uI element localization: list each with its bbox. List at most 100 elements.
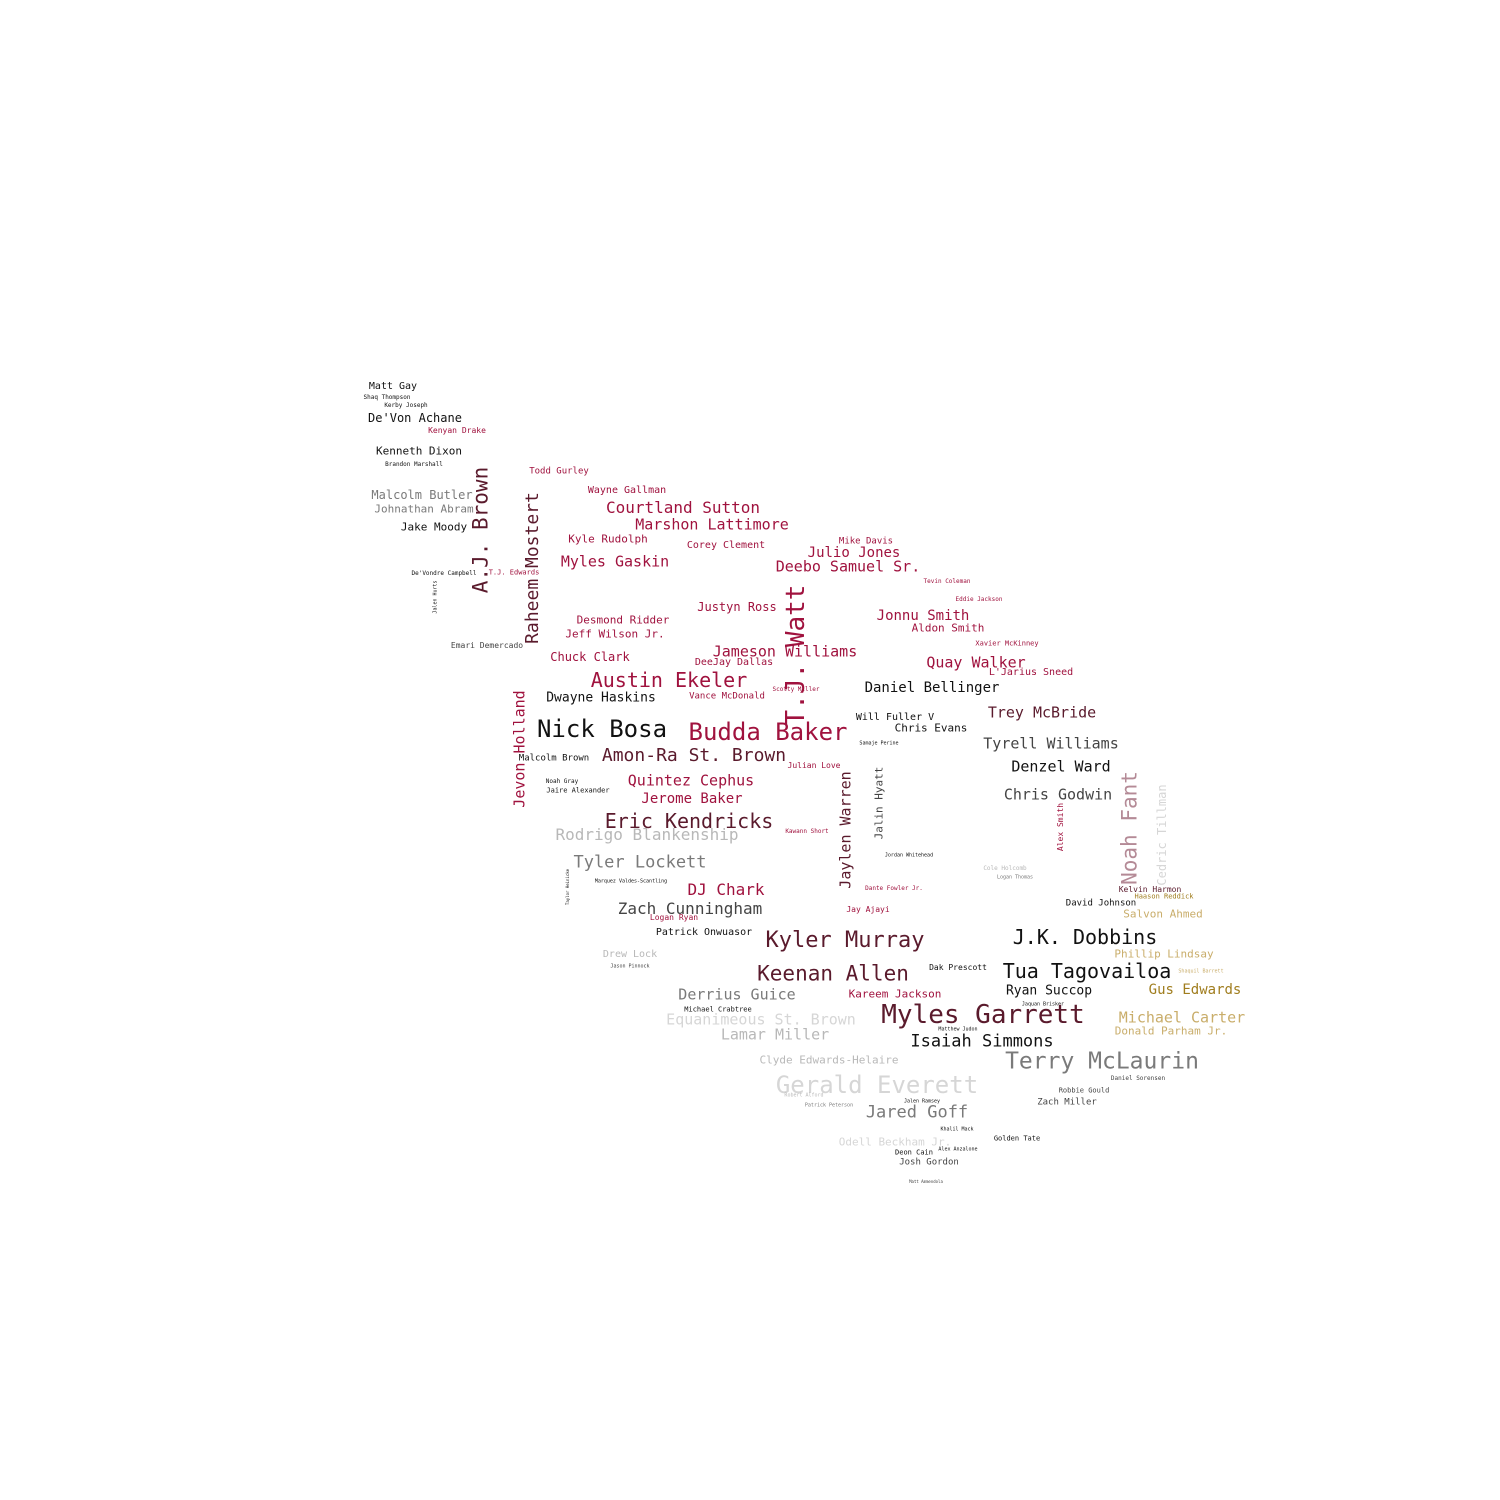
word-cloud-word: Malcolm Butler bbox=[371, 488, 473, 502]
word-cloud-word: Vance McDonald bbox=[689, 691, 765, 702]
word-cloud-word: Jake Moody bbox=[400, 520, 468, 534]
word-cloud-word: Logan Ryan bbox=[649, 913, 699, 922]
word-cloud-word: Chris Evans bbox=[894, 721, 968, 735]
word-cloud-word: De'Vondre Campbell bbox=[411, 570, 477, 577]
word-cloud-word: Eric Kendricks bbox=[604, 809, 774, 833]
word-cloud-word: Matt Ammendola bbox=[909, 1179, 943, 1184]
word-cloud-word: Isaiah Simmons bbox=[910, 1031, 1054, 1052]
word-cloud-word: Deon Cain bbox=[895, 1148, 933, 1157]
word-cloud-word: Matt Gay bbox=[368, 381, 418, 392]
word-cloud-word: Julio Jones bbox=[807, 545, 901, 561]
word-cloud-word: Samaje Perine bbox=[859, 740, 899, 747]
word-cloud-word: Tyler Lockett bbox=[573, 852, 707, 873]
word-cloud-word: Keenan Allen bbox=[757, 961, 909, 986]
word-cloud-word: Jaylen Warren bbox=[836, 771, 855, 889]
word-cloud-word: Emari Demercado bbox=[450, 641, 524, 650]
word-cloud-word: Taylor Heinicke bbox=[565, 868, 570, 906]
word-cloud-word: Eddie Jackson bbox=[955, 596, 1003, 603]
word-cloud-word: Chuck Clark bbox=[550, 650, 630, 664]
word-cloud-word: Malcolm Brown bbox=[518, 753, 590, 764]
word-cloud-word: Will Fuller V bbox=[855, 712, 935, 723]
word-cloud-word: Daniel Sorensen bbox=[1110, 1075, 1166, 1082]
word-cloud-word: Golden Tate bbox=[993, 1134, 1041, 1143]
word-cloud-word: Shaq Thompson bbox=[363, 394, 411, 401]
word-cloud-word: Gerald Everett bbox=[775, 1071, 979, 1099]
word-cloud-word: Jared Goff bbox=[865, 1102, 969, 1123]
word-cloud-word: Jerome Baker bbox=[641, 791, 743, 807]
word-cloud-word: Jaire Alexander bbox=[546, 786, 610, 795]
word-cloud-word: Equanimeous St. Brown bbox=[666, 1010, 856, 1029]
word-cloud-word: Lamar Miller bbox=[720, 1025, 830, 1044]
word-cloud-word: Alex Smith bbox=[1056, 802, 1065, 852]
word-cloud-word: J.K. Dobbins bbox=[1012, 925, 1158, 949]
word-cloud-word: Deebo Samuel Sr. bbox=[775, 557, 921, 576]
word-cloud-word: Dante Fowler Jr. bbox=[865, 885, 923, 892]
word-cloud-word: Patrick Peterson bbox=[804, 1102, 854, 1109]
word-cloud-word: DJ Chark bbox=[687, 880, 765, 899]
word-cloud-word: T.J. Edwards bbox=[488, 568, 540, 577]
word-cloud-word: Salvon Ahmed bbox=[1123, 907, 1203, 921]
word-cloud-word: Kenyan Drake bbox=[428, 426, 486, 435]
word-cloud-word: Kelvin Harmon bbox=[1118, 885, 1182, 894]
word-cloud-word: L'Jarius Sneed bbox=[988, 667, 1074, 678]
word-cloud-word: Kerby Joseph bbox=[384, 402, 428, 409]
word-cloud-word: Daniel Bellinger bbox=[864, 680, 1000, 696]
word-cloud-word: Zach Cunningham bbox=[617, 899, 763, 918]
word-cloud-word: Cedric Tillman bbox=[1155, 784, 1169, 886]
word-cloud-word: Jordan Whitehead bbox=[884, 852, 934, 859]
word-cloud-word: Josh Gordon bbox=[899, 1157, 959, 1168]
word-cloud-word: De'Von Achane bbox=[368, 411, 462, 425]
word-cloud-word: Michael Carter bbox=[1118, 1008, 1246, 1027]
word-cloud-word: Todd Gurley bbox=[529, 466, 589, 477]
word-cloud-word: DeeJay Dallas bbox=[694, 657, 774, 668]
word-cloud-word: Shaquil Barrett bbox=[1178, 968, 1224, 975]
word-cloud-word: Denzel Ward bbox=[1011, 757, 1111, 776]
word-cloud-word: Jay Ajayi bbox=[846, 905, 890, 914]
word-cloud-word: Jeff Wilson Jr. bbox=[565, 627, 665, 641]
word-cloud-word: Justyn Ross bbox=[697, 600, 777, 614]
word-cloud-word: Tevin Coleman bbox=[923, 578, 971, 585]
word-cloud-word: Matthew Judon bbox=[938, 1026, 978, 1033]
word-cloud-word: Johnathan Abram bbox=[374, 502, 474, 516]
word-cloud-word: Austin Ekeler bbox=[590, 668, 748, 692]
word-cloud-word: Desmond Ridder bbox=[576, 613, 670, 627]
word-cloud-word: Wayne Gallman bbox=[587, 485, 667, 496]
word-cloud-word: Phillip Lindsay bbox=[1114, 947, 1214, 961]
word-cloud-word: Odell Beckham Jr. bbox=[838, 1135, 952, 1149]
word-cloud-word: Jameson Williams bbox=[712, 642, 858, 661]
word-cloud-word: Myles Garrett bbox=[881, 1000, 1085, 1030]
word-cloud-word: Tyrell Williams bbox=[983, 734, 1119, 753]
word-cloud-word: Clyde Edwards-Helaire bbox=[759, 1053, 899, 1067]
word-cloud-word: Robert Alford bbox=[784, 1092, 824, 1099]
word-cloud-word: Aldon Smith bbox=[911, 621, 985, 635]
word-cloud-word: Mike Davis bbox=[838, 536, 894, 547]
word-cloud-word: Gus Edwards bbox=[1148, 982, 1242, 998]
word-cloud-word: Alex Anzalone bbox=[938, 1146, 978, 1153]
word-cloud-word: Terry McLaurin bbox=[1005, 1048, 1199, 1075]
word-cloud-word: Budda Baker bbox=[688, 718, 848, 746]
word-cloud-word: Trey McBride bbox=[987, 703, 1097, 722]
word-cloud-word: Jason Pinnock bbox=[610, 963, 650, 970]
word-cloud-word: Marshon Lattimore bbox=[635, 515, 789, 534]
word-cloud-word: Kareem Jackson bbox=[848, 987, 942, 1001]
word-cloud-word: Nick Bosa bbox=[536, 715, 668, 743]
word-cloud-word: Logan Thomas bbox=[996, 874, 1034, 881]
word-cloud-word: Kyler Murray bbox=[765, 928, 925, 953]
word-cloud-word: Julian Love bbox=[787, 761, 841, 770]
word-cloud-word: Drew Lock bbox=[602, 949, 658, 960]
word-cloud-word: Ryan Succop bbox=[1005, 983, 1093, 999]
word-cloud-word: Kawann Short bbox=[785, 828, 829, 835]
word-cloud-word: Dak Prescott bbox=[929, 963, 987, 972]
word-cloud-word: Michael Crabtree bbox=[684, 1005, 752, 1014]
word-cloud-word: Noah Gray bbox=[545, 778, 579, 785]
word-cloud-word: Xavier McKinney bbox=[975, 639, 1039, 648]
word-cloud-word: Brandon Marshall bbox=[385, 461, 443, 468]
word-cloud-word: Courtland Sutton bbox=[605, 498, 761, 517]
word-cloud-word: Myles Gaskin bbox=[560, 552, 670, 571]
word-cloud-word: Chris Godwin bbox=[1003, 785, 1113, 804]
word-cloud-word: Marquez Valdes-Scantling bbox=[594, 878, 668, 885]
word-cloud-word: Jevon Holland bbox=[510, 690, 529, 808]
word-cloud-word: Jalen Hurts bbox=[432, 580, 439, 614]
word-cloud-word: Robbie Gould bbox=[1058, 1086, 1110, 1095]
